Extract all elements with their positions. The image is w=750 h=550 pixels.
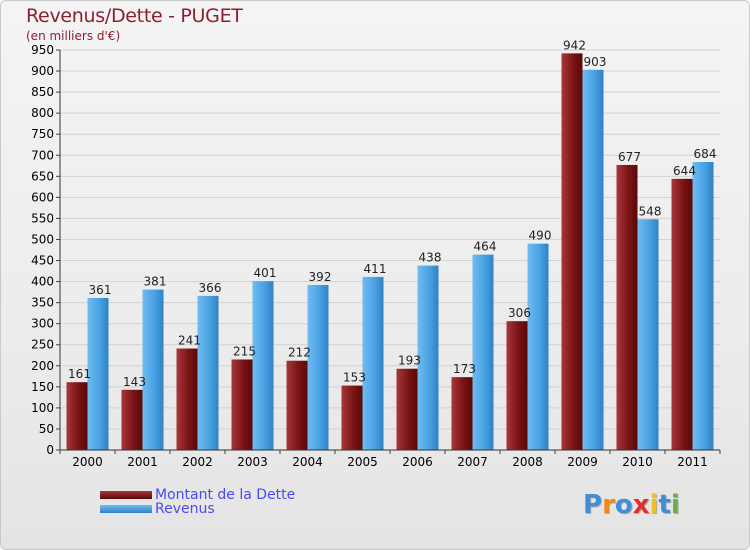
bar-debt <box>506 321 528 450</box>
data-label: 903 <box>584 55 607 69</box>
bar-debt <box>231 359 253 450</box>
x-tick-label: 2003 <box>237 455 268 469</box>
x-tick-label: 2008 <box>512 455 543 469</box>
data-label: 548 <box>639 204 662 218</box>
legend-label-debt: Montant de la Dette <box>155 487 296 503</box>
x-tick-label: 2004 <box>292 455 323 469</box>
data-label: 366 <box>199 281 222 295</box>
y-tick-label: 850 <box>31 85 54 99</box>
y-tick-label: 50 <box>39 422 54 436</box>
logo-letter: P <box>583 490 603 520</box>
bar-debt <box>616 164 638 450</box>
data-label: 684 <box>694 147 717 161</box>
bar-revenus <box>87 298 109 450</box>
legend-swatch-debt <box>100 491 152 499</box>
y-tick-label: 150 <box>31 380 54 394</box>
y-tick-label: 800 <box>31 106 54 120</box>
chart-title: Revenus/Dette - PUGET <box>26 5 243 27</box>
x-tick-label: 2002 <box>182 455 213 469</box>
bar-revenus <box>472 254 494 450</box>
y-tick-label: 100 <box>31 401 54 415</box>
bar-debt <box>451 377 473 450</box>
bar-debt <box>671 178 693 450</box>
bar-debt <box>341 385 363 450</box>
logo-letter: r <box>602 490 615 520</box>
data-label: 401 <box>254 266 277 280</box>
bar-revenus <box>307 284 329 450</box>
logo-letter: x <box>632 490 650 520</box>
bar-debt <box>561 53 583 451</box>
data-label: 464 <box>474 240 497 254</box>
y-tick-label: 950 <box>31 43 54 57</box>
y-tick-label: 200 <box>31 359 54 373</box>
bar-debt <box>396 368 418 450</box>
logo-letter: i <box>649 490 659 520</box>
legend-label-revenus: Revenus <box>155 501 215 517</box>
data-label: 215 <box>233 344 256 358</box>
y-tick-label: 0 <box>46 443 54 457</box>
y-tick-label: 500 <box>31 232 54 246</box>
bar-revenus <box>417 265 439 450</box>
data-label: 381 <box>144 275 167 289</box>
data-label: 173 <box>453 362 476 376</box>
y-tick-label: 550 <box>31 211 54 225</box>
data-label: 306 <box>508 306 531 320</box>
bar-revenus <box>692 162 714 450</box>
bar-debt <box>66 382 88 450</box>
data-label: 193 <box>398 354 421 368</box>
x-tick-label: 2000 <box>72 455 103 469</box>
y-tick-label: 350 <box>31 296 54 310</box>
y-tick-label: 900 <box>31 64 54 78</box>
proxiti-logo: Proxiti <box>583 490 680 520</box>
data-label: 438 <box>419 251 442 265</box>
data-label: 942 <box>563 38 586 52</box>
x-tick-label: 2007 <box>457 455 488 469</box>
bar-revenus <box>142 289 164 450</box>
y-tick-label: 600 <box>31 190 54 204</box>
bar-debt <box>121 389 143 450</box>
x-tick-label: 2005 <box>347 455 378 469</box>
logo-letter: i <box>670 490 680 520</box>
chart-subtitle: (en milliers d'€) <box>26 29 121 43</box>
x-tick-label: 2011 <box>677 455 708 469</box>
logo-letter: t <box>658 490 671 520</box>
data-label: 143 <box>123 375 146 389</box>
data-label: 644 <box>673 164 696 178</box>
logo-letter: o <box>614 490 633 520</box>
data-label: 490 <box>529 229 552 243</box>
x-tick-label: 2001 <box>127 455 158 469</box>
legend-swatch-revenus <box>100 505 152 513</box>
x-tick-label: 2009 <box>567 455 598 469</box>
data-label: 392 <box>309 270 332 284</box>
bar-debt <box>176 348 198 450</box>
y-tick-label: 700 <box>31 148 54 162</box>
data-label: 361 <box>89 283 112 297</box>
legend-item-debt: Montant de la Dette <box>100 487 295 503</box>
data-label: 241 <box>178 334 201 348</box>
bar-revenus <box>582 69 604 450</box>
x-tick-label: 2010 <box>622 455 653 469</box>
bar-revenus <box>637 219 659 450</box>
bar-revenus <box>362 276 384 450</box>
y-tick-label: 750 <box>31 127 54 141</box>
y-tick-label: 650 <box>31 169 54 183</box>
x-tick-label: 2006 <box>402 455 433 469</box>
y-tick-label: 300 <box>31 317 54 331</box>
data-label: 161 <box>68 367 91 381</box>
legend-item-revenus: Revenus <box>100 501 215 517</box>
bar-revenus <box>197 295 219 450</box>
bar-debt <box>286 360 308 450</box>
data-label: 411 <box>364 262 387 276</box>
bar-revenus <box>252 281 274 450</box>
data-label: 212 <box>288 346 311 360</box>
y-tick-label: 250 <box>31 338 54 352</box>
data-label: 153 <box>343 371 366 385</box>
data-label: 677 <box>618 150 641 164</box>
y-tick-label: 450 <box>31 254 54 268</box>
bar-revenus <box>527 243 549 450</box>
y-tick-label: 400 <box>31 275 54 289</box>
